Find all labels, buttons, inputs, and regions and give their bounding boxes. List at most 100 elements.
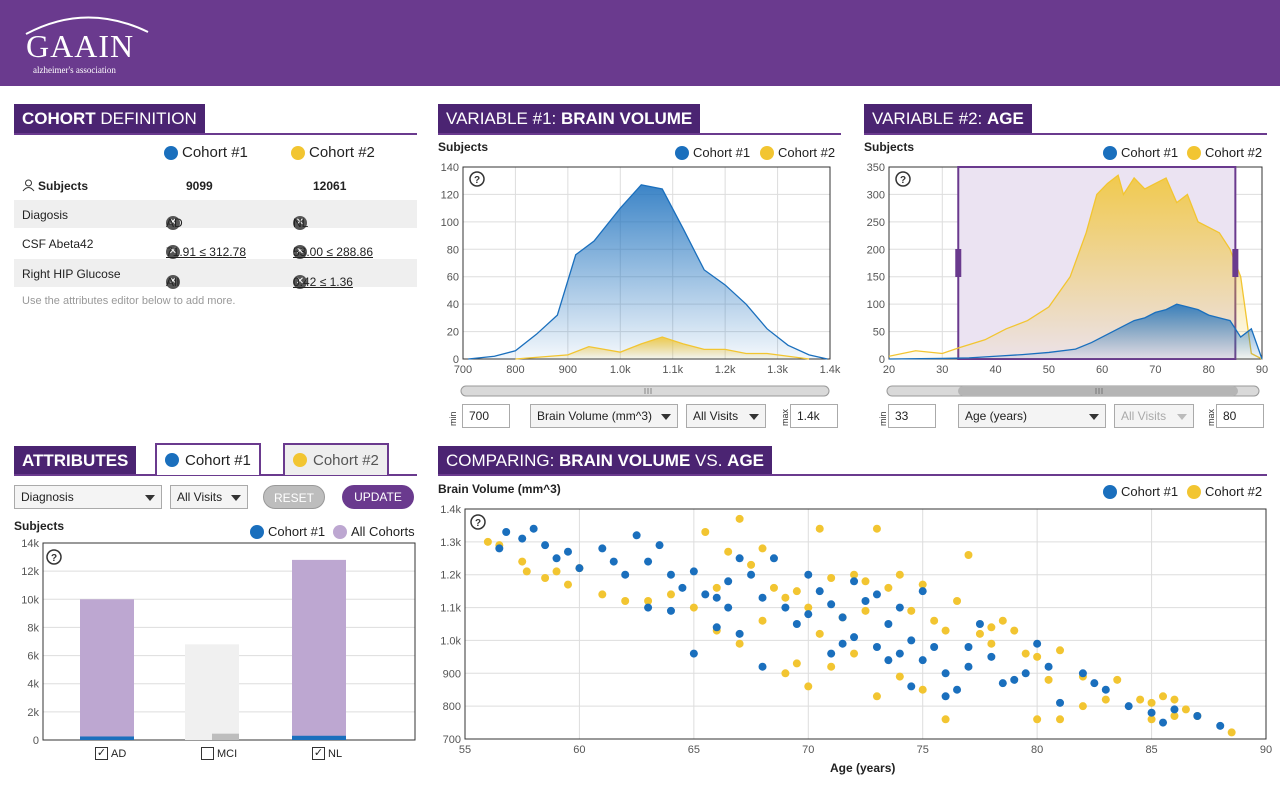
var1-min-label: min <box>448 411 458 426</box>
tab-cohort-2[interactable]: Cohort #2 <box>283 443 389 475</box>
brain-volume-histogram[interactable]: 0 20 40 60 80 100 120 140 700 800 900 1.0k 1.1k 1.2k 1… <box>438 155 850 385</box>
var1-variable-select[interactable]: Brain Volume (mm^3) <box>530 404 678 428</box>
scatter-point-cohort-2 <box>804 603 813 612</box>
brain-volume-vs-age-scatter[interactable]: 700 800 900 1.0k 1.1k 1.2k 1.3k 1.4k 55 60 65 70 75 8… <box>438 497 1274 759</box>
var1-cohort-2-area <box>515 337 810 359</box>
update-button[interactable]: UPDATE <box>342 485 414 509</box>
checkbox-mci-box[interactable] <box>201 747 214 760</box>
scatter-point-cohort-2 <box>1170 695 1179 704</box>
var2-y-tick-label: 300 <box>867 189 885 201</box>
scatter-point-cohort-1 <box>815 587 824 596</box>
bar-all-cohorts-ad <box>80 599 134 740</box>
attributes-visits-select[interactable]: All Visits <box>170 485 248 509</box>
attribute-select[interactable]: Diagnosis <box>14 485 162 509</box>
scatter-point-cohort-1 <box>1124 702 1133 711</box>
scatter-point-cohort-2 <box>701 528 710 536</box>
var2-range-slider[interactable] <box>886 383 1260 399</box>
scatter-y-tick-label: 800 <box>443 701 461 713</box>
scatter-x-tick-label: 65 <box>688 744 700 756</box>
remove-icon[interactable]: ✕ <box>293 216 307 230</box>
var2-min-input[interactable]: 33 <box>888 404 936 428</box>
scatter-point-cohort-1 <box>1216 721 1225 730</box>
var2-x-tick-label: 50 <box>1043 364 1055 376</box>
attributes-legend-cohort-1: Cohort #1 <box>250 524 325 539</box>
scatter-x-tick-label: 75 <box>917 744 929 756</box>
checkbox-ad-box[interactable]: ✓ <box>95 747 108 760</box>
age-histogram[interactable]: 0 50 100 150 200 250 300 350 20 30 40 50 60 70 80 90? <box>864 155 1276 385</box>
scatter-point-cohort-1 <box>907 636 916 645</box>
var1-y-tick-label: 40 <box>447 299 459 311</box>
scatter-point-cohort-2 <box>724 547 733 556</box>
var2-variable-select[interactable]: Age (years) <box>958 404 1106 428</box>
scatter-point-cohort-1 <box>884 620 893 628</box>
scatter-point-cohort-2 <box>1147 698 1156 707</box>
scatter-point-cohort-1 <box>575 564 584 573</box>
cohort-1-column-header: Cohort #1 <box>164 144 248 161</box>
var1-visits-select[interactable]: All Visits <box>686 404 766 428</box>
var1-x-tick-label: 1.1k <box>662 364 683 376</box>
scatter-y-tick-label: 1.2k <box>440 570 461 582</box>
scatter-point-cohort-2 <box>941 626 950 635</box>
remove-icon[interactable]: ✕ <box>166 245 180 259</box>
scatter-y-tick-label: 900 <box>443 668 461 680</box>
var2-cohort-1-area <box>889 304 1262 359</box>
scatter-point-cohort-1 <box>747 570 756 579</box>
scatter-point-cohort-1 <box>781 603 790 612</box>
var1-x-tick-label: 700 <box>454 364 472 376</box>
scatter-point-cohort-2 <box>1056 646 1065 655</box>
var2-max-label: max <box>1206 408 1216 426</box>
remove-icon[interactable]: ✕ <box>293 245 307 259</box>
var2-legend-cohort-1: Cohort #1 <box>1103 145 1178 160</box>
scatter-point-cohort-1 <box>895 603 904 612</box>
scatter-x-tick-label: 70 <box>802 744 814 756</box>
var1-max-input[interactable]: 1.4k <box>790 404 838 428</box>
scatter-point-cohort-1 <box>609 557 618 566</box>
scatter-point-cohort-2 <box>735 639 744 648</box>
var2-max-input[interactable]: 80 <box>1216 404 1264 428</box>
scatter-point-cohort-1 <box>735 629 744 638</box>
cohort-2-dot-icon <box>1187 484 1201 499</box>
scatter-point-cohort-1 <box>1033 639 1042 648</box>
attributes-y-axis-label: Subjects <box>14 519 65 533</box>
scatter-point-cohort-2 <box>769 583 778 592</box>
scatter-point-cohort-1 <box>724 603 733 612</box>
cohort-1-dot-icon <box>1103 145 1117 160</box>
checkbox-nl[interactable]: ✓ NL <box>312 747 343 760</box>
checkbox-ad[interactable]: ✓ AD <box>95 747 127 760</box>
attributes-y-tick-label: 4k <box>27 679 39 691</box>
scatter-point-cohort-2 <box>884 583 893 592</box>
scatter-point-cohort-1 <box>804 570 813 579</box>
scatter-point-cohort-2 <box>1101 695 1110 704</box>
scatter-point-cohort-1 <box>918 656 927 665</box>
scatter-point-cohort-1 <box>964 643 973 651</box>
attributes-y-tick-label: 10k <box>21 594 39 606</box>
var2-x-tick-label: 20 <box>883 364 895 376</box>
gaain-logo[interactable]: GAAIN alzheimer's association <box>16 8 156 78</box>
logo-arc-icon <box>25 16 149 35</box>
reset-button[interactable]: RESET <box>263 485 325 509</box>
scatter-point-cohort-1 <box>941 692 950 701</box>
var2-y-tick-label: 50 <box>873 327 885 339</box>
scatter-point-cohort-2 <box>563 580 572 589</box>
attributes-y-tick-label: 6k <box>27 651 39 663</box>
var1-range-slider[interactable] <box>460 383 830 399</box>
help-icon <box>469 171 485 187</box>
var1-y-tick-label: 80 <box>447 244 459 256</box>
var1-x-tick-label: 900 <box>559 364 577 376</box>
scatter-point-cohort-2 <box>964 551 973 559</box>
var1-min-input[interactable]: 700 <box>462 404 510 428</box>
scatter-legend-cohort-1: Cohort #1 <box>1103 484 1178 499</box>
remove-icon[interactable]: ✕ <box>166 275 180 289</box>
diagnosis-bar-chart[interactable]: 0 2k 4k 6k 8k 10k 12k 14k? <box>0 535 420 747</box>
checkbox-mci[interactable]: MCI <box>201 747 237 760</box>
scatter-point-cohort-2 <box>758 544 767 553</box>
scatter-point-cohort-1 <box>838 613 847 622</box>
scatter-point-cohort-2 <box>1227 728 1236 737</box>
checkbox-nl-box[interactable]: ✓ <box>312 747 325 760</box>
scatter-point-cohort-2 <box>872 692 881 701</box>
tab-cohort-1[interactable]: Cohort #1 <box>155 443 261 475</box>
remove-icon[interactable]: ✕ <box>293 275 307 289</box>
variable-1-title: VARIABLE #1: BRAIN VOLUME <box>438 104 701 134</box>
remove-icon[interactable]: ✕ <box>166 216 180 230</box>
scatter-point-cohort-2 <box>1033 652 1042 661</box>
